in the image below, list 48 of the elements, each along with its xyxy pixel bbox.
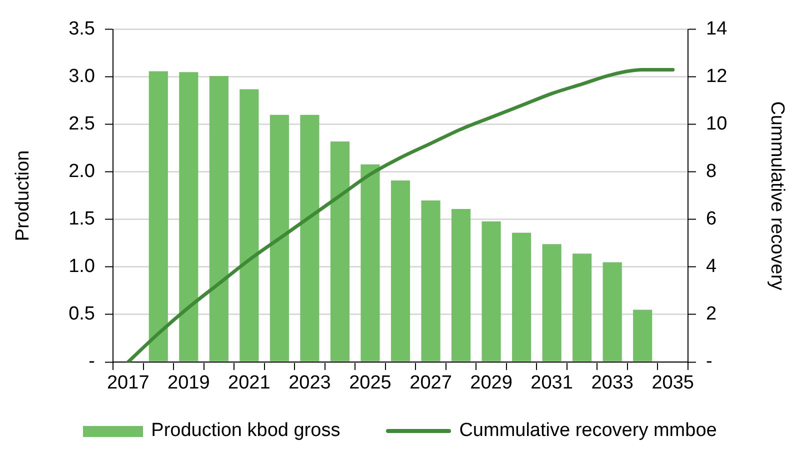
bar: [512, 232, 532, 362]
y2-axis-title: Cummulative recovery: [766, 101, 788, 291]
y2-tick-label: 12: [706, 66, 728, 88]
y2-tick-label: 8: [706, 161, 717, 182]
y-tick-label: -: [88, 351, 95, 372]
x-tick-label: 2023: [288, 372, 331, 394]
bar: [300, 114, 320, 362]
bar: [542, 244, 562, 362]
bar: [179, 72, 198, 362]
y2-tick-label: 6: [706, 208, 717, 230]
legend-label: Cummulative recovery mmboe: [459, 420, 717, 442]
y2-tick-label: 14: [706, 18, 728, 40]
bar: [330, 142, 350, 362]
x-tick-label: 2021: [228, 372, 270, 394]
y-axis-title: Production: [12, 150, 34, 242]
bar: [148, 71, 168, 362]
x-tick-label: 2025: [349, 372, 392, 394]
y2-tick-label: -: [706, 351, 712, 372]
y2-tick-label: 2: [706, 304, 717, 325]
y-tick-label: 3.5: [68, 18, 95, 40]
x-tick-label: 2019: [168, 372, 210, 394]
y-tick-label: 1.5: [68, 208, 95, 230]
line-series: [126, 68, 675, 362]
bar: [451, 209, 471, 362]
bar: [421, 200, 440, 362]
y2-tick-label: 10: [706, 114, 728, 135]
y-tick-label: 2.5: [68, 114, 95, 135]
bar: [602, 262, 622, 362]
x-tick-label: 2017: [106, 372, 150, 394]
bar: [270, 114, 289, 362]
y-tick-label: 2.0: [68, 161, 95, 182]
x-tick-label: 2033: [591, 372, 634, 394]
y-tick-label: 0.5: [68, 304, 95, 325]
y2-tick-label: 4: [706, 256, 717, 278]
x-tick-label: 2031: [530, 372, 573, 394]
bar: [209, 76, 228, 362]
bar: [633, 310, 652, 362]
y-tick-label: 3.0: [68, 66, 95, 88]
x-tick-label: 2027: [410, 372, 452, 394]
x-tick-label: 2029: [470, 372, 512, 394]
bar: [240, 89, 259, 362]
bar: [482, 221, 501, 362]
bar: [390, 180, 410, 362]
y-tick-label: 1.0: [68, 256, 95, 278]
x-tick-label: 2035: [652, 372, 694, 394]
bar: [572, 254, 592, 362]
bar: [360, 164, 380, 362]
legend-label: Production kbod gross: [151, 420, 340, 442]
